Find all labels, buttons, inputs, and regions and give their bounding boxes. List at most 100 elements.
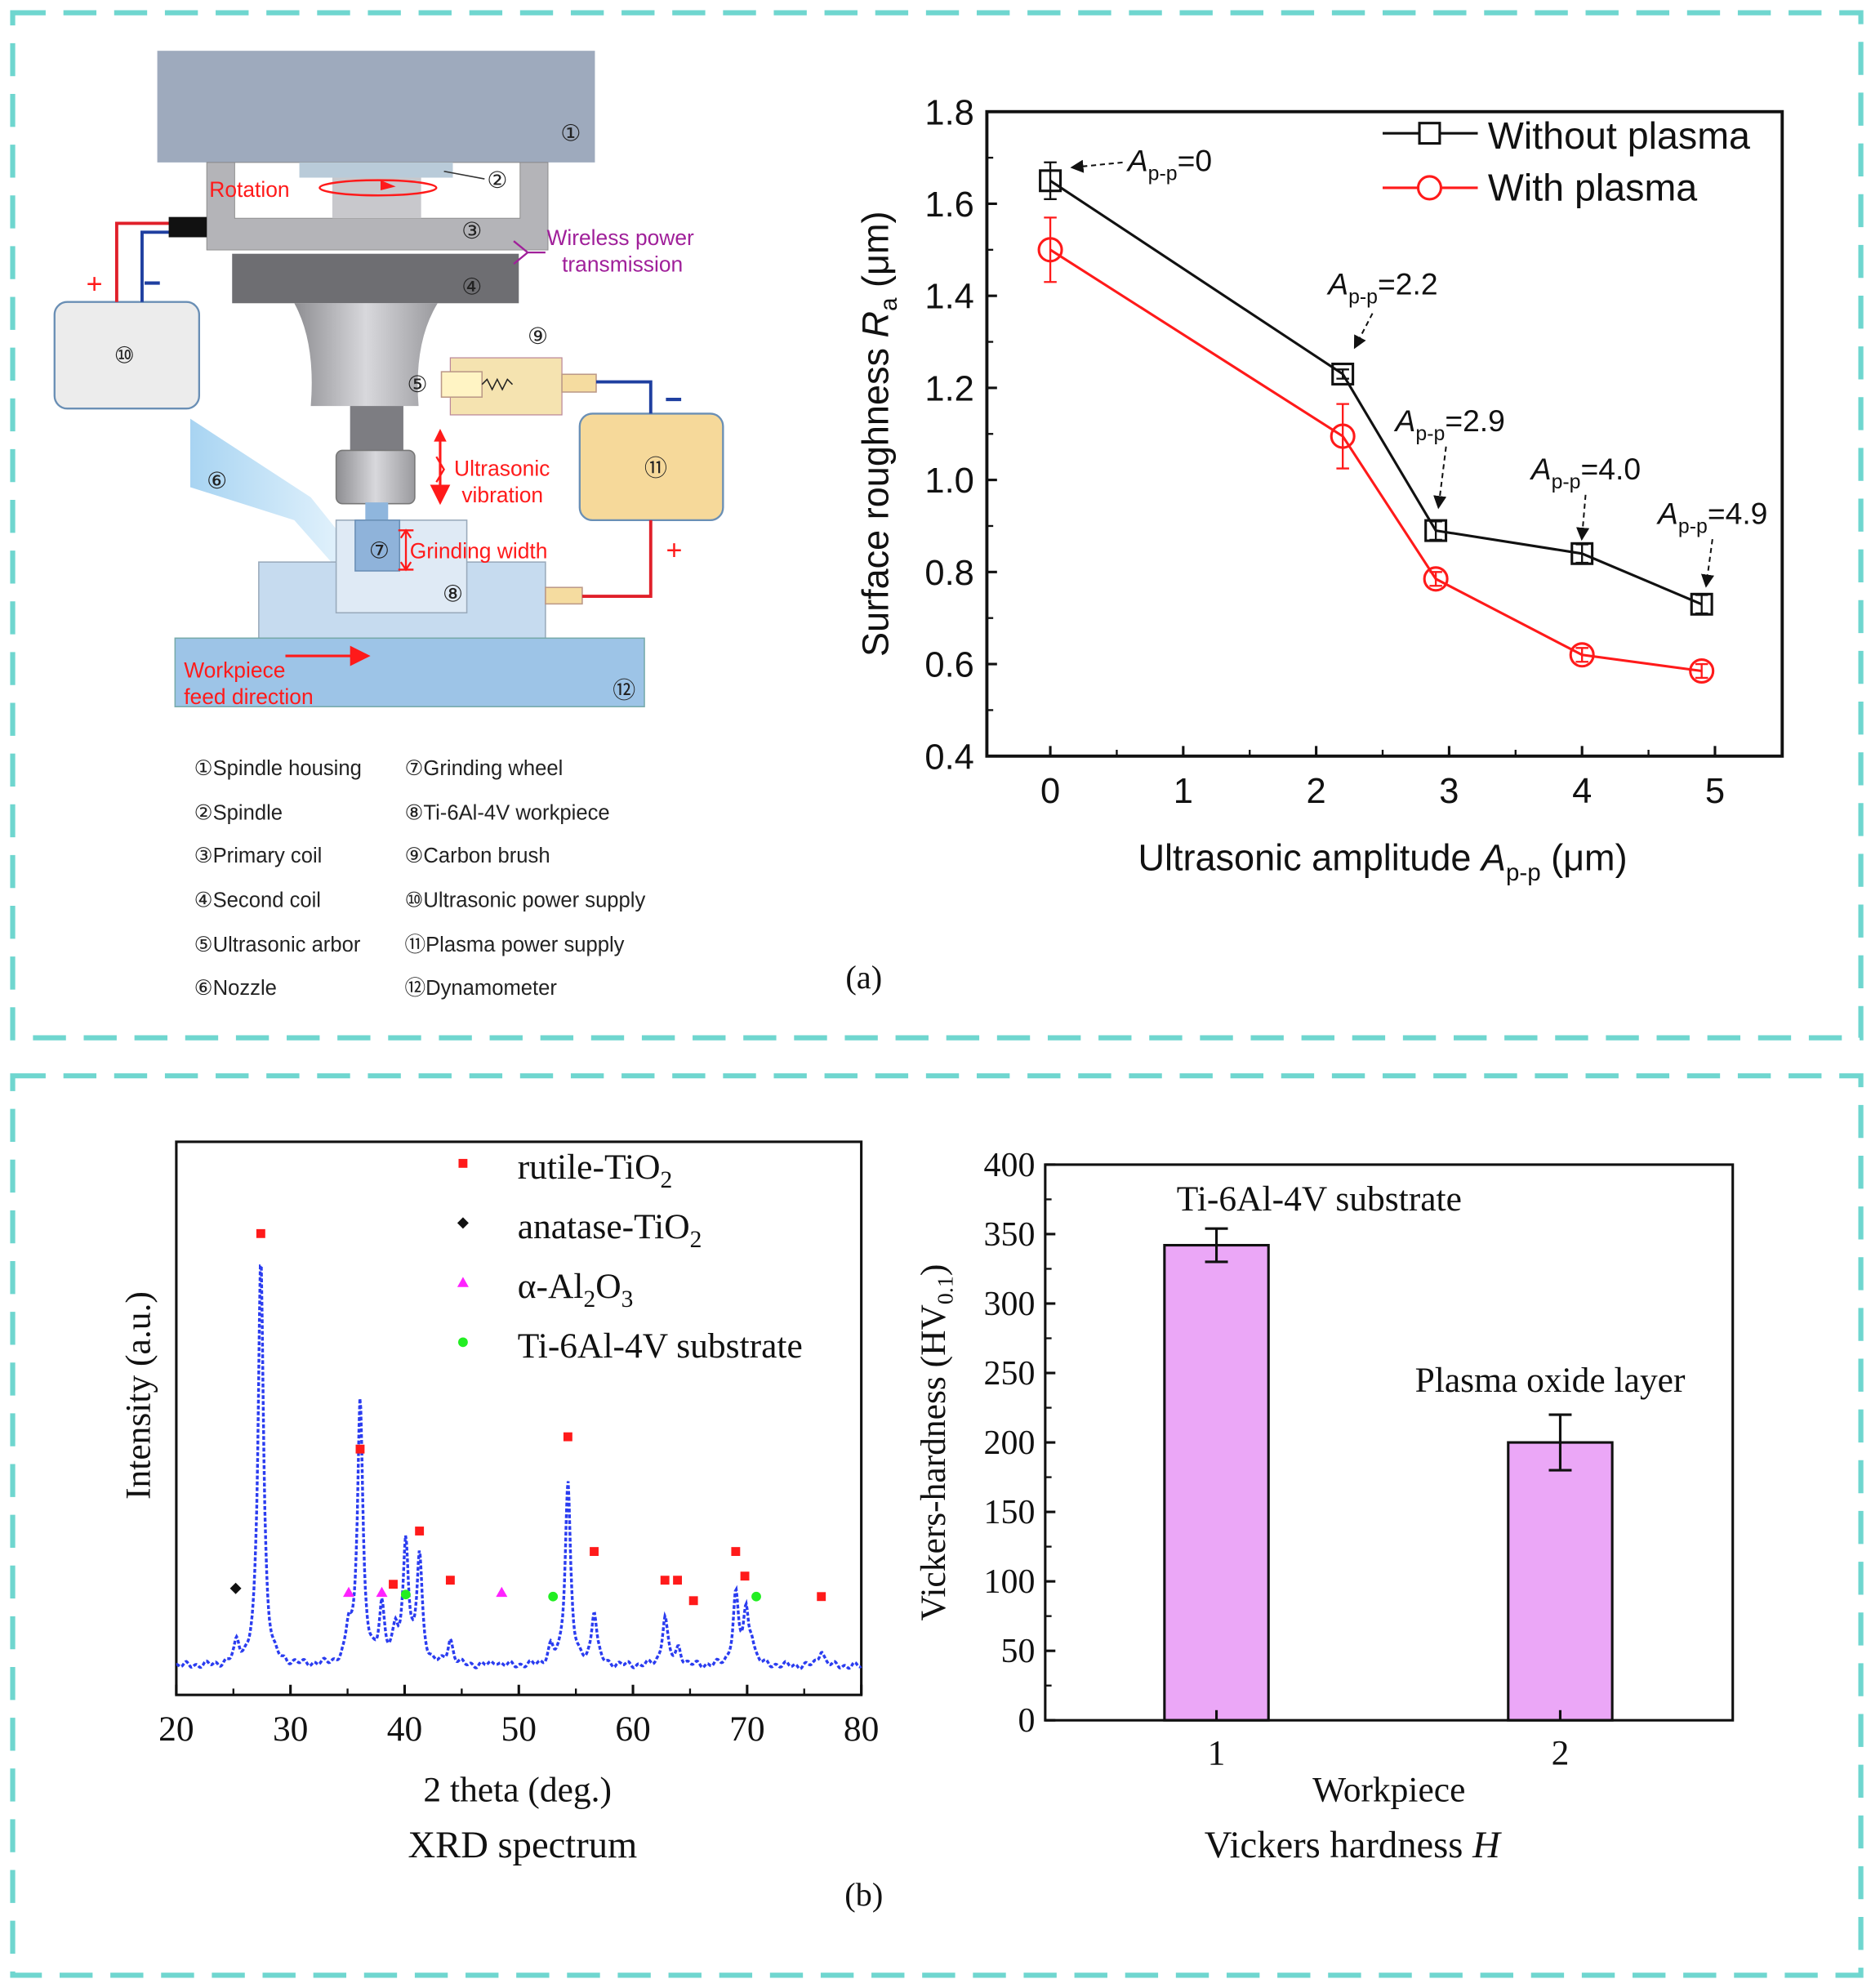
annotation-arrow (1353, 313, 1374, 350)
legend-item: ⑫Dynamometer (404, 976, 557, 1000)
x-tick-label: 0 (1040, 772, 1060, 811)
annotation-var: A (1126, 144, 1148, 178)
rutile-peak-marker (445, 1576, 455, 1585)
y-axis-label: Vickers-hardness (HV0.1) (914, 1264, 958, 1621)
bar-1 (1163, 1243, 1270, 1722)
label-9: ⑨ (528, 323, 548, 349)
x-tick-label: 3 (1439, 772, 1459, 811)
rutile-peak-marker (563, 1432, 572, 1442)
annotation-value: =2.9 (1445, 403, 1505, 438)
annotation-value: =4.0 (1581, 452, 1642, 486)
label-2: ② (487, 167, 507, 193)
legend-item: ⑧Ti-6Al-4V workpiece (404, 801, 609, 824)
with-plasma-error-bar (1575, 647, 1588, 663)
carbon-brush-spring (481, 377, 514, 391)
legend-text: rutile-TiO (518, 1148, 661, 1187)
plus-right: + (666, 535, 682, 566)
chart-caption: XRD spectrum (408, 1824, 638, 1866)
rutile-peak-marker (590, 1547, 599, 1557)
y-axis-label: Intensity (a.u.) (118, 1291, 158, 1500)
rutile-peak-marker (740, 1571, 750, 1581)
x-axis-label: Ultrasonic amplitude Ap-p (μm) (1138, 837, 1627, 886)
rutile-peak-marker (673, 1576, 683, 1585)
y-tick-label: 150 (984, 1494, 1036, 1531)
legend-sub: 2 (583, 1286, 595, 1313)
legend-sub: 2 (660, 1167, 672, 1193)
legend-item: ①Spindle housing (194, 757, 362, 780)
legend-marker-circle (1416, 175, 1443, 201)
alumina-peak-marker (376, 1586, 388, 1598)
wheel-hub (365, 502, 389, 520)
x-tick-label: 40 (387, 1709, 422, 1749)
x-tick-label: 60 (615, 1709, 650, 1749)
rutile-peak-marker (731, 1547, 741, 1557)
legend-item: ⑪Plasma power supply (404, 933, 624, 956)
y-tick-label: 350 (984, 1216, 1036, 1254)
x-tick-label: 2 (1307, 772, 1326, 811)
feed-direction-label-1: Workpiece (184, 657, 285, 682)
error-bar (1205, 1227, 1228, 1264)
y-tick-label: 300 (984, 1286, 1036, 1323)
substrate-peak-marker (548, 1591, 559, 1602)
nozzle (189, 418, 359, 564)
rotation-arrow (319, 179, 438, 197)
annotation-value: =2.2 (1378, 266, 1438, 301)
rutile-peak-marker (256, 1228, 265, 1238)
wireless-bracket (513, 240, 546, 265)
annotation-value: =0 (1178, 144, 1212, 178)
ultrasonic-vibration-label-1: Ultrasonic (454, 457, 550, 481)
minus-left: − (144, 265, 162, 300)
annotation-sub: p-p (1678, 515, 1708, 537)
x-axis-label: Workpiece (1312, 1771, 1465, 1810)
y-tick-label: 0 (1018, 1702, 1035, 1740)
annotation-var: A (1530, 452, 1552, 486)
annotation-sub: p-p (1552, 471, 1581, 493)
label-4: ④ (461, 274, 482, 299)
x-tick-label: 1 (1208, 1734, 1226, 1773)
annotation-sub: p-p (1415, 423, 1445, 445)
annotation-var: A (1394, 403, 1416, 438)
x-tick-label: 50 (501, 1709, 537, 1749)
y-tick-label: 0.8 (924, 554, 973, 593)
wire-red-left (114, 221, 172, 302)
annotation-var: A (1656, 497, 1678, 531)
annotation-value: =4.9 (1708, 497, 1768, 531)
rutile-peak-marker (660, 1576, 670, 1585)
x-tick-label: 5 (1705, 772, 1725, 811)
amplitude-annotation: Ap-p=4.0 (1530, 452, 1641, 493)
without-plasma-point (1570, 542, 1594, 565)
without-plasma-error-bar (1695, 594, 1708, 615)
with-plasma-point (1037, 237, 1063, 263)
annotation-sub: p-p (1348, 286, 1378, 308)
xrd-spectrum-line (176, 1264, 862, 1670)
y-tick-label: 1.8 (924, 93, 973, 132)
bar-label-oxide: Plasma oxide layer (1415, 1361, 1686, 1400)
bar-2 (1507, 1441, 1614, 1722)
with-plasma-error-bar (1695, 662, 1708, 680)
spindle-shaft (332, 177, 421, 219)
legend-marker-substrate (458, 1337, 468, 1348)
x-tick-label: 70 (729, 1709, 764, 1749)
legend-label-anatase: anatase-TiO2 (518, 1207, 702, 1253)
ultrasonic-vibration-label-2: vibration (461, 483, 543, 507)
surface-roughness-chart: Surface roughness Ra (μm) Ultrasonic amp… (854, 93, 1784, 886)
rutile-peak-marker (688, 1596, 698, 1606)
bar-label-substrate: Ti-6Al-4V substrate (1177, 1179, 1462, 1219)
legend-marker-anatase (457, 1217, 469, 1229)
legend-label-rutile: rutile-TiO2 (518, 1148, 673, 1193)
with-plasma-error-bar (1429, 571, 1442, 587)
panel-b-label: (b) (844, 1876, 883, 1913)
collet (335, 449, 416, 505)
legend-with-plasma: With plasma (1488, 166, 1697, 208)
alumina-peak-marker (496, 1586, 508, 1598)
wireless-label-1: Wireless power (546, 225, 694, 250)
y-tick-label: 1.0 (924, 461, 973, 501)
alumina-peak-marker (342, 1586, 354, 1598)
annotation-arrow (1433, 446, 1447, 510)
legend-label-alumina: α-Al2O3 (518, 1267, 634, 1313)
amplitude-annotation: Ap-p=0 (1126, 144, 1212, 185)
anatase-peak-marker (229, 1582, 242, 1594)
amplitude-annotation: Ap-p=4.9 (1656, 497, 1767, 538)
legend-marker-square (1418, 122, 1441, 145)
label-10: ⑩ (114, 342, 135, 368)
